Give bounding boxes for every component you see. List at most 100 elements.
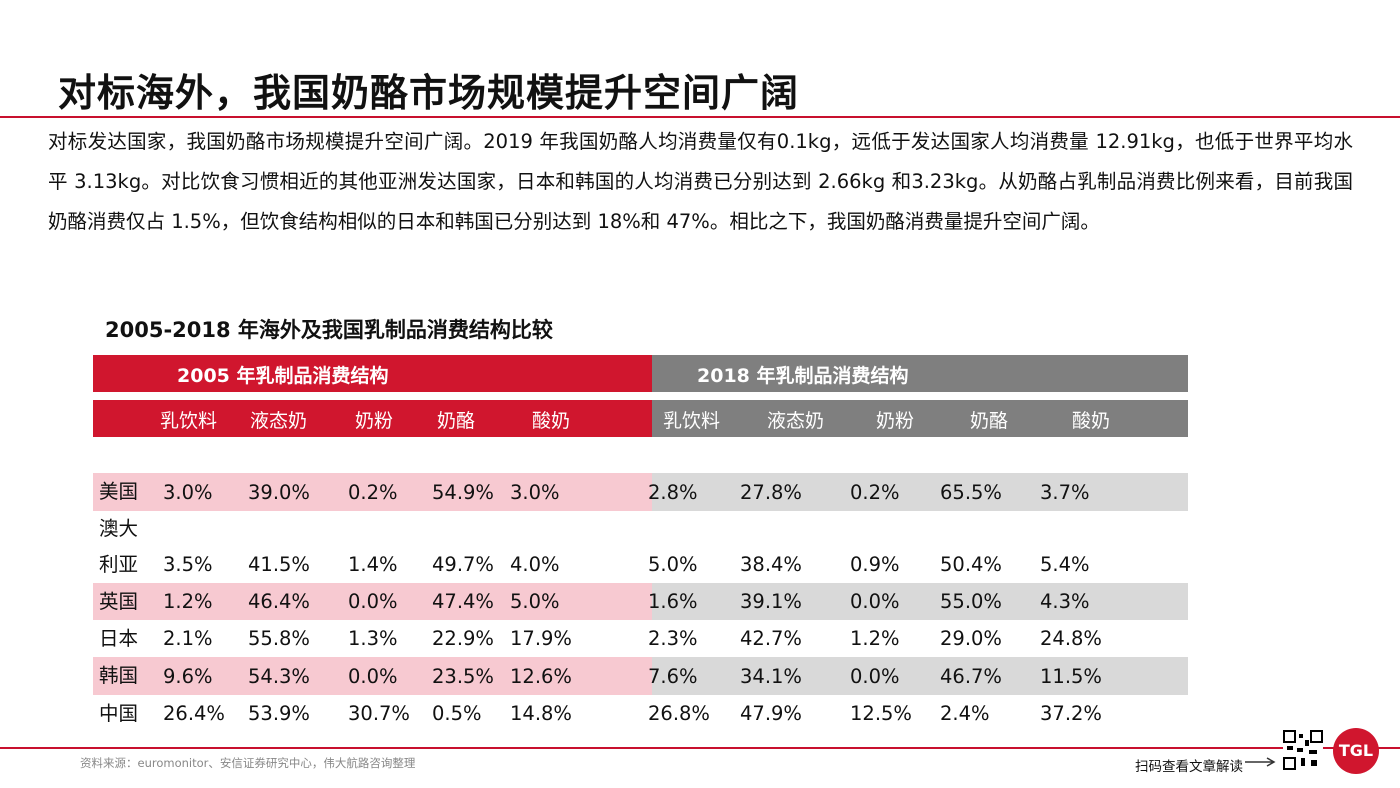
table-title: 2005-2018 年海外及我国乳制品消费结构比较	[105, 318, 553, 342]
table-cell: 14.8%	[510, 702, 572, 725]
row-highlight	[93, 583, 652, 620]
column-header: 乳饮料	[663, 410, 721, 432]
row-header: 美国	[99, 480, 139, 503]
table-cell: 1.2%	[850, 627, 900, 650]
column-header: 奶粉	[876, 410, 915, 432]
column-header: 酸奶	[1072, 410, 1111, 432]
page-title: 对标海外，我国奶酪市场规模提升空间广阔	[58, 71, 800, 115]
table-cell: 55.8%	[248, 627, 310, 650]
table-cell: 37.2%	[1040, 702, 1102, 725]
table-cell: 49.7%	[432, 553, 494, 576]
arrow	[1245, 757, 1276, 767]
table-cell: 23.5%	[432, 665, 494, 688]
table-cell: 5.0%	[648, 553, 698, 576]
group-header: 2005 年乳制品消费结构	[177, 365, 389, 387]
table-cell: 53.9%	[248, 702, 310, 725]
table-cell: 54.3%	[248, 665, 310, 688]
table-cell: 2.8%	[648, 481, 698, 504]
table-cell: 17.9%	[510, 627, 572, 650]
row-highlight	[93, 473, 652, 511]
table-cell: 42.7%	[740, 627, 802, 650]
table-cell: 3.0%	[163, 481, 213, 504]
table-cell: 3.7%	[1040, 481, 1090, 504]
table-cell: 46.7%	[940, 665, 1002, 688]
table-cell: 24.8%	[1040, 627, 1102, 650]
subheader-band	[93, 400, 652, 437]
row-header: 澳大利亚	[99, 517, 139, 576]
table-cell: 0.2%	[348, 481, 398, 504]
table-cell: 0.0%	[348, 665, 398, 688]
column-header: 奶粉	[355, 410, 394, 432]
row-highlight	[652, 473, 1188, 511]
paragraph: 对标发达国家，我国奶酪市场规模提升空间广阔。2019 年我国奶酪人均消费量仅有0…	[48, 130, 1353, 233]
row-header: 中国	[99, 702, 139, 725]
table-cell: 3.5%	[163, 553, 213, 576]
table-cell: 47.4%	[432, 590, 494, 613]
table-cell: 55.0%	[940, 590, 1002, 613]
qr-code	[1283, 730, 1323, 770]
title-rule	[0, 116, 1400, 118]
table-cell: 12.6%	[510, 665, 572, 688]
column-header: 液态奶	[767, 410, 825, 432]
table-cell: 46.4%	[248, 590, 310, 613]
subheader-band	[652, 400, 1188, 437]
row-header: 韩国	[99, 664, 139, 687]
row-header: 英国	[99, 590, 139, 613]
table-cell: 0.9%	[850, 553, 900, 576]
table-cell: 0.0%	[850, 665, 900, 688]
qr-caption: 扫码查看文章解读	[1135, 759, 1243, 775]
table-cell: 0.2%	[850, 481, 900, 504]
table-cell: 7.6%	[648, 665, 698, 688]
table-cell: 4.0%	[510, 553, 560, 576]
table-cell: 1.4%	[348, 553, 398, 576]
table-cell: 30.7%	[348, 702, 410, 725]
table-cell: 41.5%	[248, 553, 310, 576]
table-cell: 26.8%	[648, 702, 710, 725]
table-cell: 9.6%	[163, 665, 213, 688]
row-highlight	[652, 657, 1188, 695]
table-cell: 1.2%	[163, 590, 213, 613]
footer-rule	[0, 747, 1400, 749]
table-cell: 39.0%	[248, 481, 310, 504]
table-cell: 4.3%	[1040, 590, 1090, 613]
table-cell: 5.0%	[510, 590, 560, 613]
table-cell: 11.5%	[1040, 665, 1102, 688]
table-cell: 27.8%	[740, 481, 802, 504]
table-cell: 29.0%	[940, 627, 1002, 650]
row-header: 日本	[99, 627, 139, 650]
logo: TGL	[1333, 728, 1379, 774]
table-cell: 38.4%	[740, 553, 802, 576]
table-cell: 2.1%	[163, 627, 213, 650]
header-band	[652, 355, 1188, 392]
table-cell: 34.1%	[740, 665, 802, 688]
column-header: 酸奶	[532, 410, 571, 432]
table-cell: 12.5%	[850, 702, 912, 725]
table-cell: 26.4%	[163, 702, 225, 725]
column-header: 奶酪	[437, 410, 476, 432]
table-cell: 0.0%	[850, 590, 900, 613]
table-cell: 65.5%	[940, 481, 1002, 504]
table-cell: 0.5%	[432, 702, 482, 725]
row-highlight	[93, 657, 652, 695]
source-note: 资料来源：euromonitor、安信证券研究中心，伟大航路咨询整理	[80, 756, 416, 770]
table-cell: 50.4%	[940, 553, 1002, 576]
header-band	[93, 355, 652, 392]
table-cell: 0.0%	[348, 590, 398, 613]
column-header: 乳饮料	[160, 410, 218, 432]
table-cell: 54.9%	[432, 481, 494, 504]
column-header: 液态奶	[250, 410, 308, 432]
table-cell: 22.9%	[432, 627, 494, 650]
table-cell: 5.4%	[1040, 553, 1090, 576]
table-cell: 3.0%	[510, 481, 560, 504]
table-cell: 1.6%	[648, 590, 698, 613]
table-cell: 47.9%	[740, 702, 802, 725]
group-header: 2018 年乳制品消费结构	[697, 365, 909, 387]
table-cell: 1.3%	[348, 627, 398, 650]
column-header: 奶酪	[970, 410, 1009, 432]
table-cell: 2.3%	[648, 627, 698, 650]
table-cell: 2.4%	[940, 702, 990, 725]
table-cell: 39.1%	[740, 590, 802, 613]
table: 2005 年乳制品消费结构 2018 年乳制品消费结构乳饮料 液态奶 奶粉 奶酪 酸奶 乳饮…	[93, 355, 1188, 725]
row-highlight	[652, 583, 1188, 620]
